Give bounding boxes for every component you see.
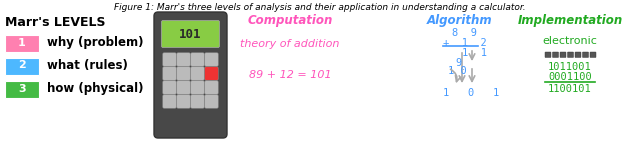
FancyBboxPatch shape [582,52,589,58]
Text: 89 + 12 = 101: 89 + 12 = 101 [249,70,332,80]
FancyBboxPatch shape [191,67,204,80]
Text: 2: 2 [18,60,26,71]
FancyBboxPatch shape [205,95,218,108]
FancyBboxPatch shape [205,53,218,66]
Text: electronic: electronic [543,36,597,46]
Text: why (problem): why (problem) [47,36,143,49]
Text: how (physical): how (physical) [47,82,143,95]
Text: 1   0   1: 1 0 1 [443,88,499,98]
FancyBboxPatch shape [568,52,573,58]
Text: Computation: Computation [247,14,333,27]
FancyBboxPatch shape [161,20,220,47]
Text: 9: 9 [455,58,461,68]
Text: what (rules): what (rules) [47,59,128,72]
Text: Figure 1: Marr's three levels of analysis and their application in understanding: Figure 1: Marr's three levels of analysi… [114,3,526,12]
FancyBboxPatch shape [191,81,204,94]
Text: theory of addition: theory of addition [240,39,340,49]
Text: 101: 101 [179,27,202,40]
FancyBboxPatch shape [177,81,190,94]
FancyBboxPatch shape [163,81,176,94]
FancyBboxPatch shape [163,53,176,66]
FancyBboxPatch shape [5,35,39,52]
FancyBboxPatch shape [191,53,204,66]
FancyBboxPatch shape [154,12,227,138]
FancyBboxPatch shape [205,81,218,94]
FancyBboxPatch shape [560,52,566,58]
Text: Algorithm: Algorithm [427,14,493,27]
Text: 8  9: 8 9 [452,28,477,38]
FancyBboxPatch shape [191,95,204,108]
Text: 1100101: 1100101 [548,84,592,94]
Text: Implementation: Implementation [517,14,623,27]
Text: 1 0: 1 0 [448,66,467,76]
Text: +  1  2: + 1 2 [443,38,487,48]
FancyBboxPatch shape [177,95,190,108]
FancyBboxPatch shape [177,53,190,66]
FancyBboxPatch shape [575,52,581,58]
FancyBboxPatch shape [177,67,190,80]
FancyBboxPatch shape [5,81,39,98]
FancyBboxPatch shape [163,95,176,108]
FancyBboxPatch shape [163,67,176,80]
FancyBboxPatch shape [545,52,551,58]
FancyBboxPatch shape [552,52,559,58]
FancyBboxPatch shape [590,52,596,58]
Text: 1: 1 [18,38,26,47]
FancyBboxPatch shape [5,58,39,75]
Text: Marr's LEVELS: Marr's LEVELS [5,16,106,29]
Text: 0001100: 0001100 [548,72,592,82]
Text: 3: 3 [18,84,26,93]
Text: 1  1: 1 1 [462,48,487,58]
Text: 1011001: 1011001 [548,62,592,72]
FancyBboxPatch shape [205,67,218,80]
